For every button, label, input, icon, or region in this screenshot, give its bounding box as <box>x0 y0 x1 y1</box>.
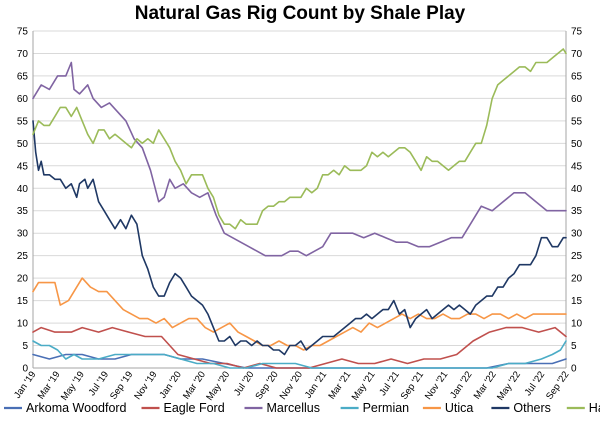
y-tick-label-left: 70 <box>17 49 29 60</box>
legend-label-marcellus: Marcellus <box>267 401 321 415</box>
y-tick-label-left: 10 <box>17 319 29 330</box>
y-tick-label-right: 35 <box>571 206 583 217</box>
y-tick-label-left: 50 <box>17 139 29 150</box>
legend-label-utica: Utica <box>445 401 474 415</box>
legend: Arkoma Woodford Eagle Ford Marcellus Permia… <box>4 401 600 415</box>
series-line-utica <box>32 277 567 351</box>
series-line-marcellus <box>32 61 567 257</box>
y-tick-label-right: 75 <box>571 27 583 38</box>
y-tick-label-left: 5 <box>22 341 28 352</box>
y-tick-label-left: 40 <box>17 184 29 195</box>
series-lines <box>32 48 567 369</box>
x-tick-label: Nov '20 <box>278 369 305 401</box>
y-tick-label-right: 20 <box>571 274 583 285</box>
y-axis-left-ticks: 0 5 10 15 20 25 30 35 40 45 50 55 60 65 70 75 <box>17 27 29 375</box>
y-axis-right-ticks: 0 5 10 15 20 25 30 35 40 45 50 55 60 65 70 75 <box>571 27 583 375</box>
series-line-arkoma-woodford <box>32 353 567 369</box>
x-tick-label: Jan '20 <box>157 369 183 400</box>
y-tick-label-right: 50 <box>571 139 583 150</box>
y-tick-label-right: 60 <box>571 94 583 105</box>
x-tick-label: May '22 <box>495 369 523 402</box>
legend-label-permian: Permian <box>363 401 410 415</box>
series-line-permian <box>32 340 567 369</box>
x-tick-label: Sep '21 <box>399 369 426 401</box>
y-tick-label-right: 70 <box>571 49 583 60</box>
x-tick-label: Sep '19 <box>108 369 135 401</box>
x-tick-label: Jul '22 <box>523 369 548 398</box>
x-tick-label: Nov '21 <box>423 369 450 401</box>
y-tick-label-right: 5 <box>571 341 577 352</box>
y-tick-label-right: 55 <box>571 116 583 127</box>
y-tick-label-right: 45 <box>571 161 583 172</box>
y-tick-label-right: 0 <box>571 364 577 375</box>
x-tick-label: Jul '21 <box>377 369 402 398</box>
y-tick-label-left: 20 <box>17 274 29 285</box>
y-tick-label-right: 10 <box>571 319 583 330</box>
y-tick-label-right: 40 <box>571 184 583 195</box>
legend-label-haynesville: Haynesville <box>589 401 600 415</box>
x-tick-label: May '21 <box>350 369 378 402</box>
y-tick-label-left: 35 <box>17 206 29 217</box>
y-tick-label-left: 25 <box>17 251 29 262</box>
series-line-eagle-ford <box>32 326 567 369</box>
chart-title: Natural Gas Rig Count by Shale Play <box>135 3 466 24</box>
legend-label-eagle-ford: Eagle Ford <box>164 401 225 415</box>
x-tick-label: Jan '21 <box>303 369 329 400</box>
x-tick-label: Sep '22 <box>544 369 571 401</box>
x-tick-label: Jul '19 <box>87 369 112 398</box>
x-tick-label: Nov '19 <box>132 369 159 401</box>
y-tick-label-left: 60 <box>17 94 29 105</box>
y-tick-label-right: 65 <box>571 71 583 82</box>
y-tick-label-left: 30 <box>17 229 29 240</box>
x-tick-label: May '20 <box>204 369 232 402</box>
y-tick-label-left: 15 <box>17 296 29 307</box>
gridlines <box>33 30 566 347</box>
legend-label-others: Others <box>513 401 551 415</box>
x-tick-label: Jul '20 <box>232 369 257 398</box>
legend-label-arkoma-woodford: Arkoma Woodford <box>26 401 127 415</box>
y-tick-label-left: 55 <box>17 116 29 127</box>
x-tick-label: Jan '19 <box>12 369 38 400</box>
series-line-others <box>32 120 567 356</box>
x-tick-label: Jan '22 <box>448 369 474 400</box>
y-tick-label-left: 65 <box>17 71 29 82</box>
x-tick-label: Sep '20 <box>253 369 280 401</box>
x-tick-label: May '19 <box>59 369 87 402</box>
y-tick-label-right: 30 <box>571 229 583 240</box>
y-tick-label-left: 0 <box>22 364 28 375</box>
y-tick-label-right: 15 <box>571 296 583 307</box>
y-tick-label-left: 75 <box>17 27 29 38</box>
y-tick-label-right: 25 <box>571 251 583 262</box>
series-line-haynesville <box>32 48 567 230</box>
y-tick-label-left: 45 <box>17 161 29 172</box>
